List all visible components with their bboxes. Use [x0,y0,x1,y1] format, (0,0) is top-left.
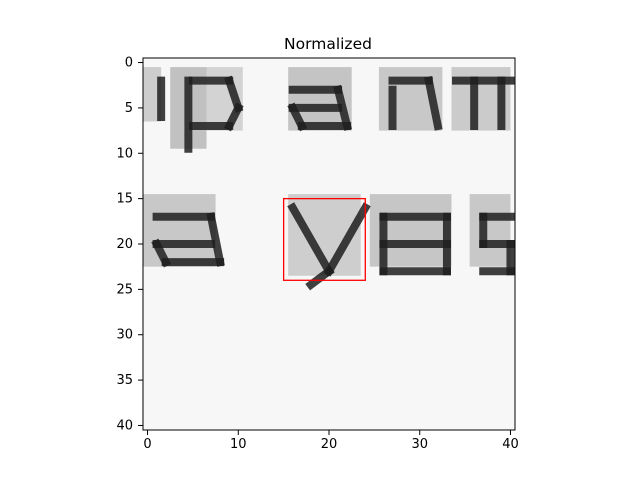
y-tick-label-0: 0 [125,56,133,71]
axes: 0 10 20 30 40 0 5 10 15 20 25 30 35 40 [116,56,518,452]
chart-title: Normalized [284,35,372,53]
heatmap-image [143,58,515,430]
glyph-stroke-24 [305,265,335,291]
y-tick-label-25: 25 [116,282,133,297]
glyph-stroke-7 [333,84,352,131]
glyph-stroke-18 [206,212,225,267]
annotation-layer [282,197,366,281]
y-tick-label-15: 15 [116,192,133,207]
y-tick-label-10: 10 [116,146,133,161]
x-tick-label-0: 0 [143,437,151,452]
x-tick-label-20: 20 [321,437,338,452]
y-tick-label-35: 35 [116,373,133,388]
y-tick-label-40: 40 [116,418,133,433]
y-tick-label-30: 30 [116,328,133,343]
heatmap-cell-group-6 [143,194,216,267]
x-tick-label-10: 10 [230,437,247,452]
x-tick-label-30: 30 [411,437,428,452]
plot-area: 0 10 20 30 40 0 5 10 15 20 25 30 35 40 [116,56,518,452]
annotation-rectangle-0 [282,197,366,281]
y-tick-label-5: 5 [125,101,133,116]
heatmap-cell-group-9 [469,194,511,267]
y-tick-label-20: 20 [116,237,133,252]
glyph-stroke-12 [424,75,443,131]
x-tick-label-40: 40 [502,437,519,452]
heatmap-cell-group-0 [143,67,162,122]
glyph-stroke-22 [287,202,335,277]
glyph-stroke-23 [323,202,371,277]
